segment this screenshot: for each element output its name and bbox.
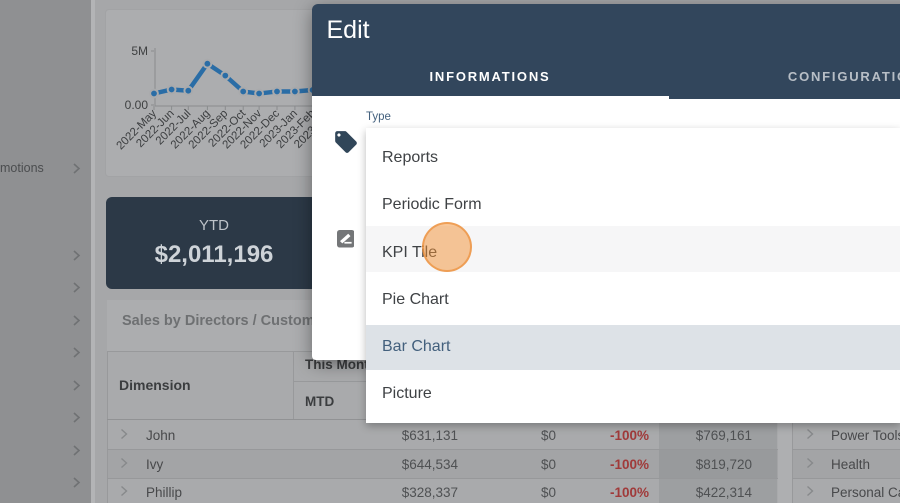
svg-text:0.00: 0.00 (125, 98, 149, 112)
svg-text:5M: 5M (131, 44, 148, 58)
